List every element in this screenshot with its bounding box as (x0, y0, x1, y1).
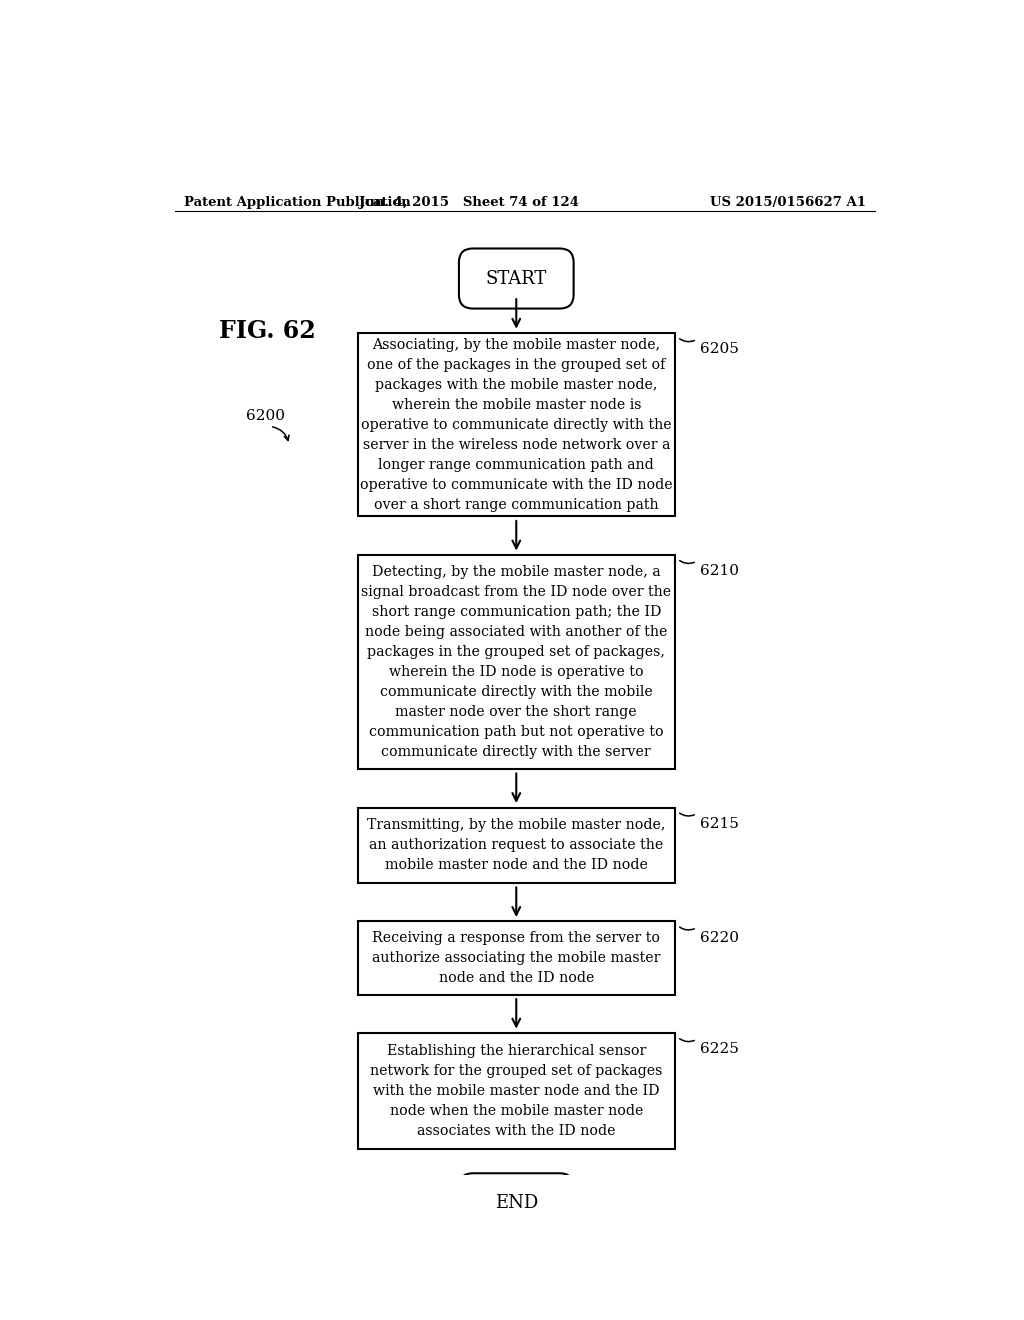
Text: FIG. 62: FIG. 62 (218, 319, 315, 343)
FancyBboxPatch shape (459, 1173, 573, 1233)
FancyArrowPatch shape (680, 1039, 694, 1041)
Bar (358, 554, 675, 770)
Text: 6220: 6220 (700, 931, 739, 945)
Bar (358, 921, 675, 995)
Text: Associating, by the mobile master node,
one of the packages in the grouped set o: Associating, by the mobile master node, … (360, 338, 673, 512)
Text: 6215: 6215 (700, 817, 739, 830)
Text: Patent Application Publication: Patent Application Publication (183, 195, 411, 209)
Bar (358, 333, 675, 516)
FancyArrowPatch shape (680, 339, 694, 342)
Text: US 2015/0156627 A1: US 2015/0156627 A1 (710, 195, 866, 209)
Text: 6210: 6210 (700, 564, 739, 578)
Text: Detecting, by the mobile master node, a
signal broadcast from the ID node over t: Detecting, by the mobile master node, a … (361, 565, 672, 759)
Text: 6225: 6225 (700, 1043, 739, 1056)
Text: Transmitting, by the mobile master node,
an authorization request to associate t: Transmitting, by the mobile master node,… (367, 818, 666, 873)
Text: 6205: 6205 (700, 342, 739, 356)
FancyArrowPatch shape (272, 426, 289, 441)
Text: Receiving a response from the server to
authorize associating the mobile master
: Receiving a response from the server to … (372, 931, 660, 985)
Text: END: END (495, 1195, 538, 1212)
Text: 6200: 6200 (247, 409, 286, 422)
Text: Establishing the hierarchical sensor
network for the grouped set of packages
wit: Establishing the hierarchical sensor net… (370, 1044, 663, 1138)
Bar (358, 1034, 675, 1148)
Text: Jun. 4, 2015   Sheet 74 of 124: Jun. 4, 2015 Sheet 74 of 124 (359, 195, 579, 209)
FancyArrowPatch shape (680, 927, 694, 931)
Bar (358, 808, 675, 883)
FancyArrowPatch shape (680, 813, 694, 816)
FancyArrowPatch shape (680, 561, 694, 564)
FancyBboxPatch shape (459, 248, 573, 309)
Text: START: START (485, 269, 547, 288)
